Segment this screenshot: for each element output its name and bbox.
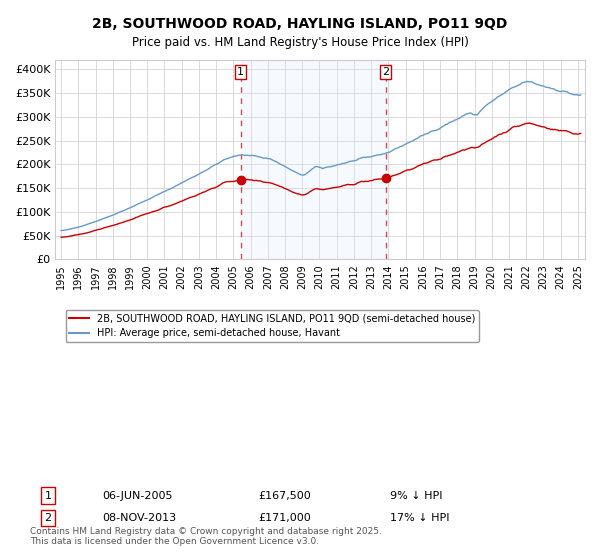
Legend: 2B, SOUTHWOOD ROAD, HAYLING ISLAND, PO11 9QD (semi-detached house), HPI: Average: 2B, SOUTHWOOD ROAD, HAYLING ISLAND, PO11…: [65, 310, 479, 342]
Bar: [241, 60, 386, 259]
Text: 1: 1: [44, 491, 52, 501]
Text: 2: 2: [44, 513, 52, 523]
Text: £167,500: £167,500: [258, 491, 311, 501]
Text: 9% ↓ HPI: 9% ↓ HPI: [390, 491, 443, 501]
Text: Price paid vs. HM Land Registry's House Price Index (HPI): Price paid vs. HM Land Registry's House …: [131, 36, 469, 49]
Text: 1: 1: [237, 67, 244, 77]
Text: 17% ↓ HPI: 17% ↓ HPI: [390, 513, 449, 523]
Text: Contains HM Land Registry data © Crown copyright and database right 2025.
This d: Contains HM Land Registry data © Crown c…: [30, 526, 382, 546]
Text: £171,000: £171,000: [258, 513, 311, 523]
Text: 06-JUN-2005: 06-JUN-2005: [102, 491, 173, 501]
Text: 2B, SOUTHWOOD ROAD, HAYLING ISLAND, PO11 9QD: 2B, SOUTHWOOD ROAD, HAYLING ISLAND, PO11…: [92, 17, 508, 31]
Text: 08-NOV-2013: 08-NOV-2013: [102, 513, 176, 523]
Text: 2: 2: [382, 67, 389, 77]
